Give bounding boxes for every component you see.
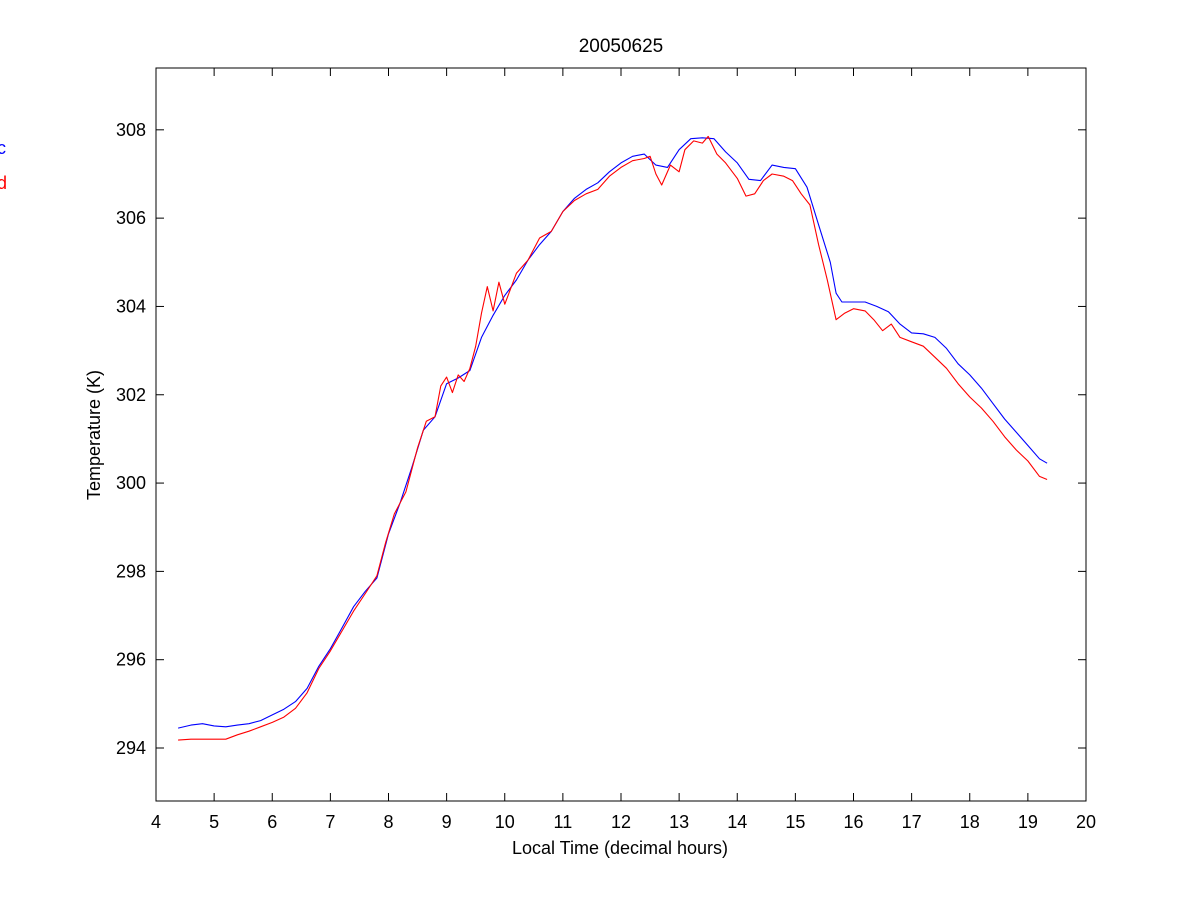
y-tick-label: 306 — [116, 208, 146, 228]
x-tick-label: 19 — [1018, 812, 1038, 832]
y-tick-label: 300 — [116, 473, 146, 493]
y-tick-label: 304 — [116, 296, 146, 316]
legend: cd — [0, 138, 7, 193]
series-line-c — [177, 137, 1048, 729]
y-tick-label: 302 — [116, 385, 146, 405]
x-tick-label: 20 — [1076, 812, 1096, 832]
legend-entry-c: c — [0, 138, 6, 158]
x-tick-label: 13 — [669, 812, 689, 832]
x-tick-label: 16 — [843, 812, 863, 832]
y-tick-label: 296 — [116, 650, 146, 670]
x-tick-label: 15 — [785, 812, 805, 832]
x-tick-label: 12 — [611, 812, 631, 832]
y-tick-label: 308 — [116, 120, 146, 140]
x-axis: 4 5 6 7 8 9 10 11 12 13 14 15 16 17 18 19 20 — [151, 68, 1096, 832]
y-axis-label: Temperature (K) — [84, 370, 104, 500]
x-tick-label: 9 — [442, 812, 452, 832]
y-tick-label: 298 — [116, 561, 146, 581]
series-line-d — [178, 135, 1048, 741]
x-tick-label: 18 — [960, 812, 980, 832]
x-tick-label: 5 — [209, 812, 219, 832]
x-tick-label: 7 — [325, 812, 335, 832]
x-tick-label: 4 — [151, 812, 161, 832]
x-tick-label: 8 — [383, 812, 393, 832]
y-tick-label: 294 — [116, 738, 146, 758]
x-tick-label: 6 — [267, 812, 277, 832]
x-tick-label: 10 — [495, 812, 515, 832]
legend-entry-d: d — [0, 173, 7, 193]
chart-title: 20050625 — [579, 36, 664, 57]
series-layer — [177, 135, 1048, 741]
y-axis: 294 296 298 300 302 304 306 308 — [116, 120, 1086, 758]
x-tick-label: 17 — [902, 812, 922, 832]
x-tick-label: 11 — [554, 812, 573, 832]
x-axis-label: Local Time (decimal hours) — [512, 838, 728, 858]
x-tick-label: 14 — [727, 812, 747, 832]
